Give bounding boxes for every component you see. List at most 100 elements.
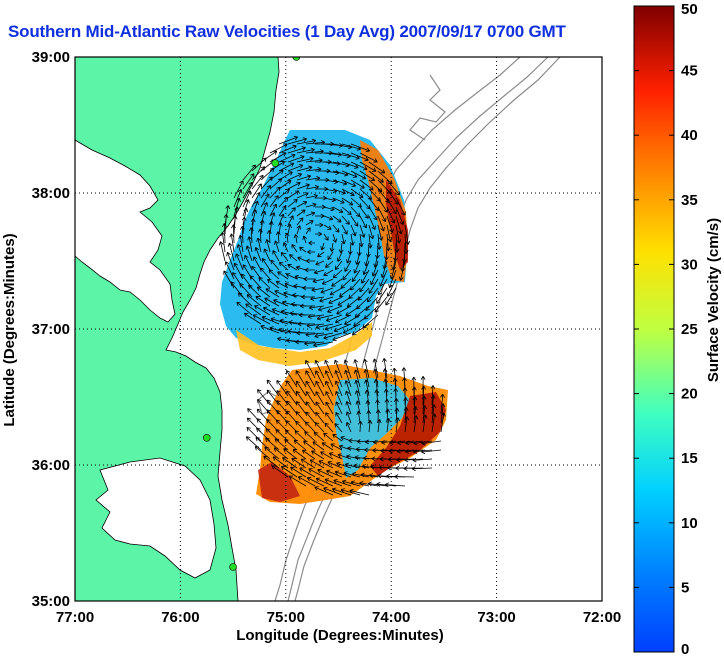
- velocity-vector: [256, 418, 271, 433]
- velocity-vector: [272, 250, 280, 262]
- velocity-vector: [350, 170, 367, 180]
- velocity-vector: [327, 251, 334, 260]
- velocity-vector: [361, 269, 370, 284]
- velocity-vector: [289, 254, 298, 262]
- velocity-vector: [262, 306, 280, 316]
- velocity-vector: [233, 180, 244, 199]
- velocity-vector: [311, 450, 325, 460]
- velocity-vector: [280, 466, 298, 478]
- x-tick-label: 74:00: [372, 609, 410, 626]
- velocity-vector: [299, 467, 316, 478]
- velocity-vector: [341, 224, 348, 235]
- velocity-vector: [332, 233, 338, 243]
- velocity-vector: [349, 488, 370, 496]
- velocity-vector: [329, 287, 343, 296]
- velocity-vector: [218, 241, 226, 262]
- velocity-vector: [298, 312, 315, 318]
- velocity-vector: [395, 206, 405, 225]
- velocity-vector: [364, 379, 370, 397]
- velocity-vector: [353, 260, 361, 274]
- velocity-vector: [295, 420, 307, 433]
- velocity-vector: [249, 275, 262, 289]
- velocity-vector: [332, 332, 352, 342]
- velocity-vector: [345, 401, 352, 415]
- velocity-vector: [287, 264, 298, 271]
- colorbar-tick-label: 25: [681, 321, 698, 338]
- velocity-vector: [267, 278, 280, 289]
- velocity-vector: [368, 215, 376, 230]
- velocity-vector: [336, 251, 343, 262]
- velocity-vector: [278, 162, 295, 172]
- velocity-vector: [344, 380, 352, 397]
- velocity-vector: [341, 215, 350, 225]
- velocity-vector: [305, 220, 314, 226]
- velocity-vector: [440, 393, 445, 415]
- velocity-vector: [388, 269, 397, 289]
- velocity-vector: [332, 215, 342, 223]
- velocity-vector: [233, 189, 243, 208]
- velocity-vector: [265, 239, 271, 253]
- velocity-vector: [291, 457, 307, 469]
- velocity-vector: [287, 155, 305, 163]
- velocity-vector: [422, 405, 427, 424]
- velocity-vector: [385, 287, 397, 306]
- station-marker: [202, 433, 211, 442]
- velocity-vector: [247, 236, 253, 253]
- velocity-vector: [277, 222, 283, 235]
- velocity-vector: [377, 224, 384, 241]
- velocity-vector: [346, 251, 352, 264]
- velocity-vector: [252, 314, 271, 325]
- velocity-vector: [305, 370, 316, 388]
- velocity-vector: [306, 476, 325, 487]
- velocity-vector: [249, 227, 254, 244]
- velocity-vector: [411, 386, 417, 406]
- velocity-vector: [318, 305, 334, 312]
- velocity-vector: [394, 474, 415, 480]
- velocity-vector: [357, 420, 363, 433]
- velocity-vector: [315, 260, 325, 266]
- velocity-vector: [295, 390, 307, 406]
- velocity-vector: [287, 172, 303, 181]
- velocity-vector: [295, 265, 307, 271]
- velocity-vector: [325, 401, 334, 415]
- velocity-vector: [292, 448, 307, 460]
- velocity-vector: [276, 390, 289, 406]
- velocity-vector: [354, 379, 361, 397]
- velocity-vector: [251, 265, 262, 280]
- velocity-vector: [220, 232, 226, 253]
- velocity-vector: [377, 206, 387, 223]
- x-tick-labels: 77:00 76:00 75:00 74:00 73:00 72:00: [56, 609, 621, 626]
- velocity-south-cool: [334, 378, 410, 478]
- velocity-vector: [303, 440, 316, 451]
- velocity-vector: [318, 460, 334, 469]
- station-markers: [202, 57, 301, 571]
- velocity-vector: [242, 173, 255, 190]
- velocity-vector: [377, 197, 388, 213]
- y-tick-labels: 35:00 36:00 37:00 38:00 39:00: [32, 49, 70, 610]
- velocity-vector: [370, 269, 379, 286]
- velocity-vector: [350, 224, 357, 237]
- velocity-vector: [305, 411, 316, 424]
- velocity-vector: [295, 370, 307, 388]
- velocity-vector: [320, 287, 334, 294]
- velocity-vector: [296, 165, 313, 172]
- y-tick-label: 35:00: [32, 593, 70, 610]
- velocity-vector: [337, 296, 352, 306]
- velocity-vector: [301, 449, 316, 460]
- velocity-vector: [344, 314, 361, 325]
- velocity-vector: [313, 341, 334, 348]
- velocity-vector: [323, 332, 343, 340]
- velocity-vector: [248, 284, 262, 298]
- velocity-vector: [302, 235, 307, 244]
- velocity-vector: [332, 433, 343, 442]
- velocity-vector: [330, 443, 343, 451]
- velocity-vector: [412, 396, 418, 415]
- velocity-vector: [334, 370, 343, 388]
- velocity-vector: [285, 429, 298, 442]
- velocity-vector: [350, 152, 369, 162]
- plot-frame: [74, 56, 603, 602]
- velocity-vector: [307, 314, 325, 319]
- velocity-vector: [296, 183, 310, 190]
- velocity-vector: [359, 152, 378, 163]
- velocity-vector: [246, 294, 262, 307]
